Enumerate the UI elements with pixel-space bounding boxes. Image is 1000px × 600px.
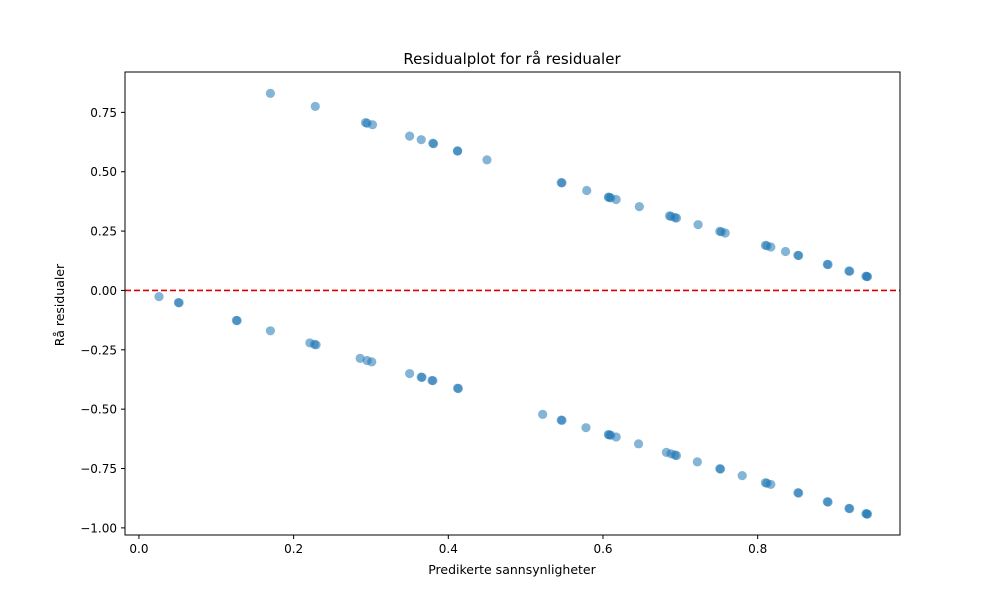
data-point: [823, 497, 833, 507]
data-point: [633, 439, 644, 449]
x-axis-label: Predikerte sannsynligheter: [428, 562, 596, 577]
data-point: [671, 450, 682, 461]
data-point: [611, 194, 621, 205]
data-point: [845, 504, 855, 514]
data-point: [453, 383, 463, 394]
data-point: [355, 353, 365, 363]
data-point: [634, 202, 644, 212]
y-tick-label: 0.00: [90, 284, 117, 298]
data-point: [405, 131, 415, 141]
data-point: [766, 479, 776, 490]
y-tick-label: 0.25: [90, 225, 117, 239]
plot-area: [125, 88, 900, 519]
chart-title: Residualplot for rå residualer: [403, 50, 621, 68]
points-layer: [154, 88, 873, 519]
data-point: [429, 139, 439, 149]
x-tick-label: 0.4: [439, 542, 458, 556]
data-point: [311, 340, 321, 350]
data-point: [557, 415, 567, 425]
y-tick-label: 0.50: [90, 165, 117, 179]
data-point: [428, 376, 438, 386]
data-point: [794, 250, 804, 261]
data-point: [780, 246, 791, 257]
data-point: [405, 368, 415, 379]
data-point: [823, 259, 833, 270]
y-tick-label: 0.75: [90, 106, 117, 120]
x-tick-label: 0.2: [284, 542, 303, 556]
data-point: [416, 135, 426, 145]
data-point: [557, 178, 567, 188]
x-tick-label: 0.6: [593, 542, 612, 556]
x-tick-label: 0.0: [129, 542, 148, 556]
data-point: [417, 372, 427, 382]
data-point: [862, 272, 873, 282]
data-point: [482, 155, 492, 165]
data-point: [737, 471, 747, 481]
data-point: [671, 213, 682, 223]
data-point: [154, 292, 164, 302]
data-point: [265, 326, 276, 336]
data-point: [715, 464, 726, 474]
data-point: [582, 185, 592, 196]
data-point: [581, 423, 591, 433]
data-point: [862, 509, 873, 519]
data-point: [845, 266, 855, 276]
data-point: [692, 457, 702, 467]
data-point: [367, 120, 378, 130]
data-point: [693, 220, 703, 230]
y-tick-label: −0.75: [80, 462, 117, 476]
data-point: [232, 315, 242, 326]
data-point: [794, 488, 804, 498]
y-tick-label: −0.25: [80, 343, 117, 357]
y-tick-label: −1.00: [80, 521, 117, 535]
x-tick-label: 0.8: [748, 542, 767, 556]
y-axis-ticks: −1.00 −0.75 −0.50 −0.25 0.00 0.25 0.50 0.75: [80, 106, 125, 535]
data-point: [766, 242, 776, 252]
data-point: [310, 101, 320, 112]
data-point: [611, 432, 621, 442]
y-tick-label: −0.50: [80, 403, 117, 417]
data-point: [720, 228, 730, 238]
data-point: [452, 146, 463, 156]
data-point: [174, 298, 184, 308]
data-point: [538, 409, 548, 419]
data-point: [367, 357, 377, 367]
axes-frame: [124, 71, 901, 536]
x-axis-ticks: 0.0 0.2 0.4 0.6 0.8: [129, 535, 767, 556]
data-point: [265, 88, 276, 98]
y-axis-label: Rå residualer: [52, 263, 67, 346]
